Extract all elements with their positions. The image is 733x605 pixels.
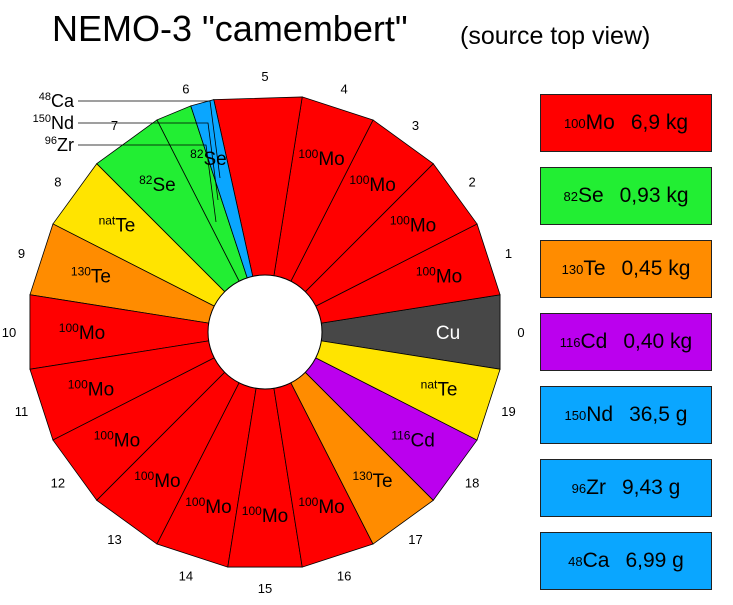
sector-number-2: 2 — [468, 175, 475, 190]
sector-label-1: 100Mo — [416, 264, 462, 287]
diagram-title: NEMO-3 "camembert" — [52, 8, 408, 49]
sector-label-0: Cu — [436, 323, 460, 344]
sector-label-12: 100Mo — [94, 429, 140, 452]
center-hole — [207, 274, 323, 390]
camembert-wheel: Cu100Mo100Mo100Mo100Mo82Se82SenatTe130Te… — [2, 69, 525, 593]
calibration-leader-line — [78, 144, 217, 223]
legend-isotope-mass: 150 — [564, 407, 587, 423]
legend-box-te: 130 Te 0,45 kg — [540, 240, 712, 298]
sector-label-10: 100Mo — [59, 321, 105, 344]
legend-isotope-mass: 96 — [571, 480, 587, 496]
sector-label-7: 82Se — [139, 173, 176, 196]
legend-isotope-mass: 82 — [563, 188, 578, 204]
legend-element: Zr — [586, 476, 606, 499]
legend-element: Cd — [580, 330, 608, 353]
legend-isotope-mass: 116 — [559, 334, 581, 350]
sector-number-5: 5 — [261, 69, 268, 84]
sector-number-11: 11 — [15, 404, 29, 419]
calibration-label-nd: 150Nd — [33, 113, 74, 133]
legend: 100 Mo 6,9 kg 82 Se 0,93 kg 130 Te 0,45 kg 116 Cd 0… — [540, 94, 712, 605]
sector-number-10: 10 — [2, 325, 16, 340]
sector-label-14: 100Mo — [185, 495, 231, 518]
calibration-leader-line — [78, 100, 221, 179]
legend-amount: 9,43 g — [621, 476, 681, 499]
sector-number-13: 13 — [107, 532, 121, 547]
legend-element: Te — [583, 257, 606, 280]
sector-label-17: 130Te — [353, 469, 393, 492]
diagram-subtitle: (source top view) — [460, 22, 651, 50]
calibration-leader-line — [78, 122, 219, 201]
legend-amount: 36,5 g — [629, 403, 688, 426]
sector-label-13: 100Mo — [134, 469, 180, 492]
sector-label-15: 100Mo — [242, 504, 288, 527]
legend-box-se: 82 Se 0,93 kg — [540, 167, 712, 225]
sector-label-11: 100Mo — [68, 378, 114, 401]
sector-number-3: 3 — [412, 118, 419, 133]
sector-label-18: 116Cd — [391, 429, 434, 452]
legend-amount: 6,99 g — [625, 549, 684, 572]
legend-isotope-mass: 100 — [563, 115, 586, 131]
sector-number-15: 15 — [258, 581, 272, 593]
legend-amount: 0,45 kg — [621, 257, 691, 280]
legend-box-nd: 150 Nd 36,5 g — [540, 386, 712, 444]
sector-number-14: 14 — [179, 568, 193, 583]
sector-label-6: 82Se — [190, 147, 227, 170]
legend-box-mo: 100 Mo 6,9 kg — [540, 94, 712, 152]
legend-element: Mo — [585, 111, 615, 134]
sector-label-19: natTe — [421, 378, 458, 401]
sector-number-16: 16 — [337, 568, 351, 583]
sector-number-17: 17 — [408, 532, 422, 547]
sector-label-8: natTe — [99, 213, 136, 236]
legend-amount: 0,40 kg — [623, 330, 693, 353]
sector-label-3: 100Mo — [349, 173, 395, 196]
legend-box-ca: 48 Ca 6,99 g — [540, 532, 712, 590]
legend-element: Ca — [582, 549, 610, 572]
sector-number-9: 9 — [18, 246, 25, 261]
sector-number-1: 1 — [505, 246, 512, 261]
sector-number-0: 0 — [517, 325, 524, 340]
sector-number-8: 8 — [54, 175, 61, 190]
sector-number-4: 4 — [340, 82, 347, 97]
sector-number-19: 19 — [501, 404, 515, 419]
sector-number-7: 7 — [111, 118, 118, 133]
sector-label-9: 130Te — [71, 264, 111, 287]
legend-isotope-mass: 48 — [568, 553, 583, 569]
sector-label-2: 100Mo — [390, 213, 436, 236]
legend-isotope-mass: 130 — [561, 261, 584, 277]
sector-number-18: 18 — [465, 475, 479, 490]
sector-number-12: 12 — [51, 475, 65, 490]
sector-label-16: 100Mo — [298, 495, 344, 518]
legend-element: Nd — [586, 403, 614, 426]
legend-box-zr: 96 Zr 9,43 g — [540, 459, 712, 517]
legend-amount: 0,93 kg — [619, 184, 689, 207]
calibration-label-ca: 48Ca — [39, 91, 75, 111]
legend-element: Se — [577, 184, 604, 207]
sector-number-6: 6 — [182, 82, 189, 97]
calibration-label-zr: 96Zr — [45, 135, 74, 155]
legend-box-cd: 116 Cd 0,40 kg — [540, 313, 712, 371]
legend-amount: 6,9 kg — [630, 111, 689, 134]
sector-label-4: 100Mo — [298, 147, 344, 170]
